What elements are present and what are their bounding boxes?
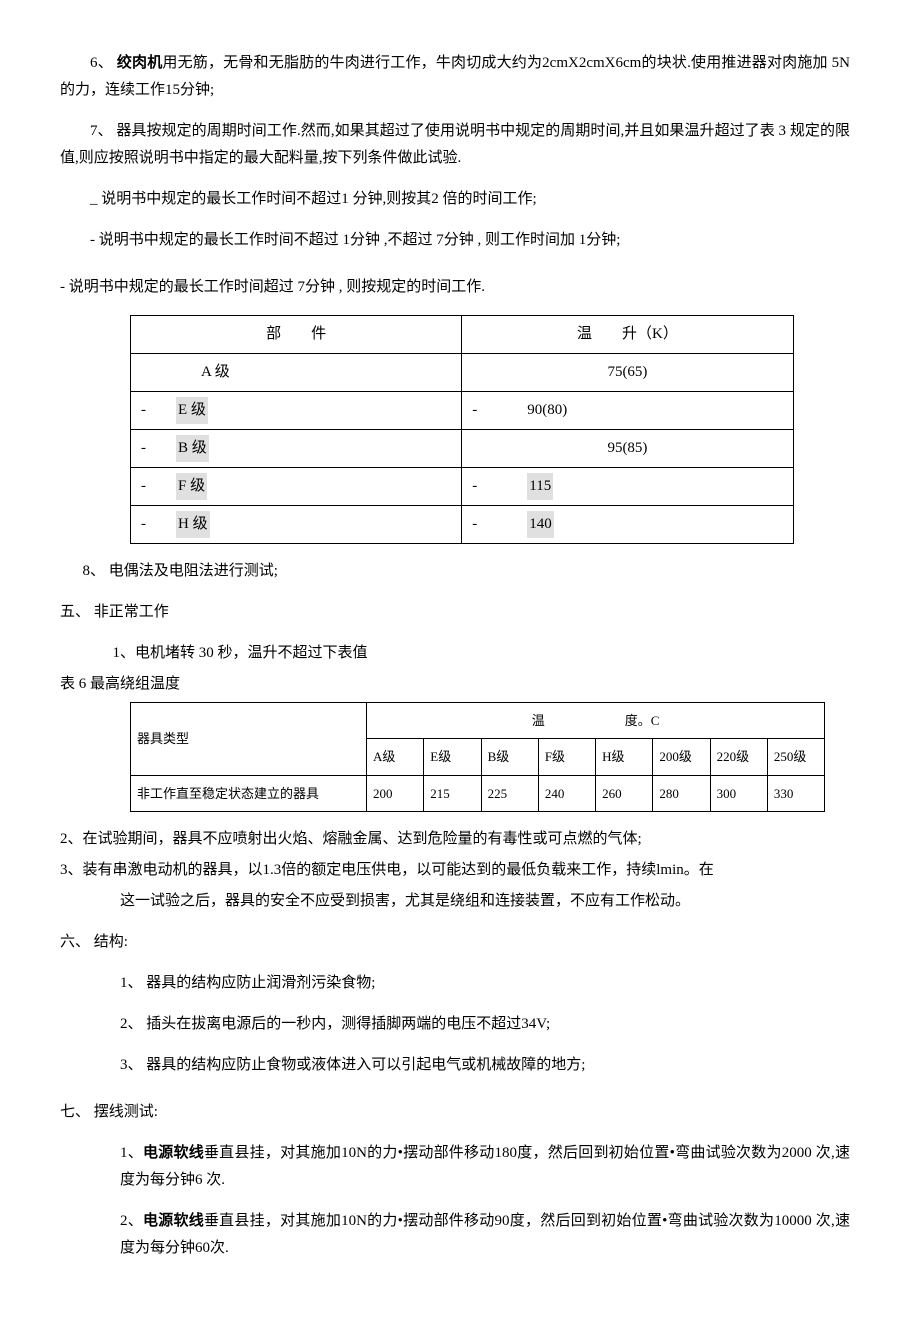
item-6-3: 3、 器具的结构应防止食物或液体进入可以引起电气或机械故障的地方; [60, 1052, 850, 1079]
item-7-2: 2、电源软线垂直县挂，对其施加10N的力•摆动部件移动90度，然后回到初始位置•… [60, 1208, 850, 1262]
cond-1: _ 说明书中规定的最长工作时间不超过1 分钟,则按其2 倍的时间工作; [60, 186, 850, 213]
max-winding-temp-table: 器具类型 温度。C A级 E级 B级 F级 H级 200级 220级 250级 … [130, 702, 825, 812]
item-6-bold: 绞肉机 [117, 55, 163, 71]
table-row: A 级 75(65) [131, 354, 794, 392]
section-6-title: 六、 结构: [60, 929, 850, 956]
temp-header: 温度。C [367, 703, 825, 739]
item-6-prefix: 6、 [90, 55, 113, 71]
section-5-title: 五、 非正常工作 [60, 599, 850, 626]
table-row: 非工作直至稳定状态建立的器具 200 215 225 240 260 280 3… [131, 775, 825, 811]
item-6-text: 用无筋，无骨和无脂肪的牛肉进行工作，牛肉切成大约为2cmX2cmX6cm的块状.… [60, 55, 850, 98]
table-row: -E 级 -90(80) [131, 392, 794, 430]
item-5-2: 2、在试验期间，器具不应喷射出火焰、熔融金属、达到危险量的有毒性或可点燃的气体; [60, 826, 850, 853]
temp-rise-table: 部件 温升（K） A 级 75(65) -E 级 -90(80) -B 级 95… [130, 315, 794, 544]
section-7-title: 七、 摆线测试: [60, 1099, 850, 1126]
cond-2: - 说明书中规定的最长工作时间不超过 1分钟 ,不超过 7分钟 , 则工作时间加… [60, 227, 850, 254]
item-5-3b: 这一试验之后，器具的安全不应受到损害，尤其是绕组和连接装置，不应有工作松动。 [60, 888, 850, 915]
table-row: -H 级 -140 [131, 506, 794, 544]
item-6-2: 2、 插头在拔离电源后的一秒内，测得插脚两端的电压不超过34V; [60, 1011, 850, 1038]
item-5-1: 1、电机堵转 30 秒，温升不超过下表值 [60, 640, 850, 667]
table-row: -B 级 95(85) [131, 430, 794, 468]
type-header: 器具类型 [131, 703, 367, 776]
table-6-caption: 表 6 最高绕组温度 [60, 671, 850, 698]
cond-3: - 说明书中规定的最长工作时间超过 7分钟 , 则按规定的时间工作. [60, 274, 850, 301]
item-7-1: 1、电源软线垂直县挂，对其施加10N的力•摆动部件移动180度，然后回到初始位置… [60, 1140, 850, 1194]
item-5-3a: 3、装有串激电动机的器具，以1.3倍的额定电压供电，以可能达到的最低负载来工作，… [60, 857, 850, 884]
item-6-1: 1、 器具的结构应防止润滑剂污染食物; [60, 970, 850, 997]
item-7: 7、 器具按规定的周期时间工作.然而,如果其超过了使用说明书中规定的周期时间,并… [60, 118, 850, 172]
item-6: 6、 绞肉机用无筋，无骨和无脂肪的牛肉进行工作，牛肉切成大约为2cmX2cmX6… [60, 50, 850, 104]
table-row: -F 级 -115 [131, 468, 794, 506]
table-row: 器具类型 温度。C [131, 703, 825, 739]
table-row: 部件 温升（K） [131, 316, 794, 354]
item-8: 8、 电偶法及电阻法进行测试; [60, 558, 850, 585]
